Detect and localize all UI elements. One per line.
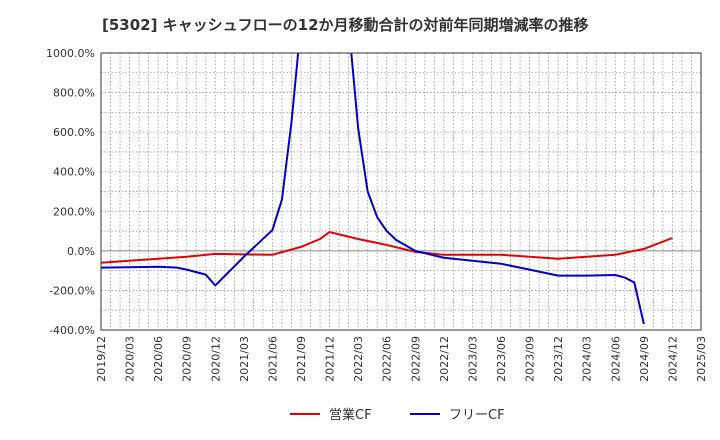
legend-label-free-cf: フリーCF — [449, 408, 505, 423]
x-tick-label: 2020/09 — [181, 336, 194, 382]
y-tick-label: 200.0% — [53, 205, 95, 218]
chart-title: [5302] キャッシュフローの12か月移動合計の対前年同期増減率の推移 — [102, 16, 589, 34]
legend: 営業CF フリーCF — [290, 407, 505, 423]
horizontal-grid — [101, 72, 701, 311]
x-tick-label: 2024/12 — [666, 336, 679, 382]
x-tick-label: 2024/03 — [581, 336, 594, 382]
x-tick-label: 2023/06 — [495, 336, 508, 382]
y-tick-label: 1000.0% — [46, 47, 95, 60]
x-tick-label: 2022/03 — [352, 336, 365, 382]
y-tick-label: 800.0% — [53, 87, 95, 100]
legend-item-free-cf: フリーCF — [410, 408, 505, 423]
legend-item-operating-cf: 営業CF — [290, 407, 372, 423]
x-tick-label: 2022/09 — [409, 336, 422, 382]
x-tick-label: 2020/12 — [209, 336, 222, 382]
x-tick-label: 2021/06 — [266, 336, 279, 382]
x-tick-label: 2024/06 — [609, 336, 622, 382]
plot-frame — [100, 52, 702, 331]
y-tick-label: -200.0% — [49, 284, 95, 297]
y-tick-label: -400.0% — [49, 324, 95, 337]
x-tick-label: 2023/12 — [552, 336, 565, 382]
x-tick-label: 2023/03 — [466, 336, 479, 382]
x-tick-label: 2025/03 — [695, 336, 708, 382]
series-line-1 — [101, 53, 645, 325]
x-tick-label: 2019/12 — [95, 336, 108, 382]
x-axis-ticks: 2019/12 2020/03 2020/06 2020/09 2020/12 2021/… — [95, 336, 708, 382]
x-tick-label: 2024/09 — [638, 336, 651, 382]
y-axis-ticks: 1000.0% 800.0% 600.0% 400.0% 200.0% 0.0% -200.… — [46, 47, 95, 337]
vertical-grid — [110, 53, 692, 330]
x-tick-label: 2020/06 — [152, 336, 165, 382]
series-lines — [101, 53, 673, 325]
x-tick-label: 2020/03 — [124, 336, 137, 382]
series-line-0 — [101, 231, 673, 264]
legend-label-operating-cf: 営業CF — [329, 407, 372, 423]
x-tick-label: 2022/12 — [438, 336, 451, 382]
y-tick-label: 400.0% — [53, 166, 95, 179]
x-tick-label: 2023/09 — [524, 336, 537, 382]
x-tick-label: 2021/09 — [295, 336, 308, 382]
x-tick-label: 2021/03 — [238, 336, 251, 382]
y-tick-label: 0.0% — [67, 245, 95, 258]
x-tick-label: 2022/06 — [381, 336, 394, 382]
y-tick-label: 600.0% — [53, 126, 95, 139]
x-tick-label: 2021/12 — [324, 336, 337, 382]
